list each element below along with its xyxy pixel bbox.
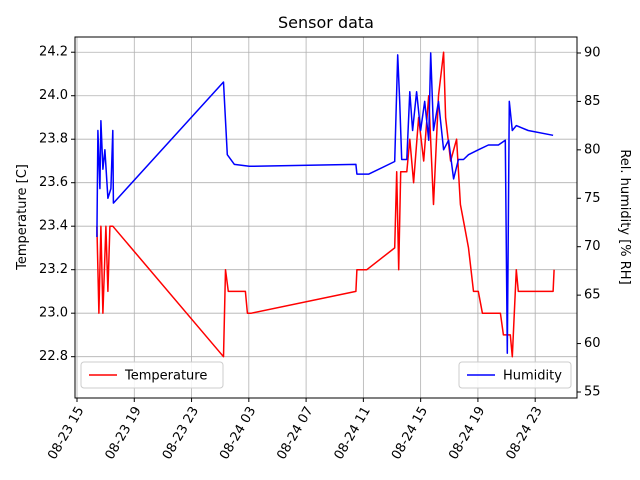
- y2-tick-label: 85: [584, 94, 601, 109]
- legend-label: Temperature: [124, 369, 207, 384]
- legend: Temperature: [80, 361, 224, 389]
- y2-tick-label: 70: [584, 239, 601, 254]
- y2-tick-label: 55: [584, 384, 601, 399]
- x-tick-label: 08-24 19: [446, 404, 488, 462]
- x-tick-label: 08-24 11: [332, 404, 374, 462]
- y-tick-label: 23.4: [39, 219, 68, 234]
- y-tick-label: 24.0: [39, 88, 68, 103]
- y2-tick-label: 80: [584, 142, 601, 157]
- line: [96, 51, 555, 358]
- x-tick-label: 08-24 03: [217, 404, 259, 462]
- x-tick-label: 08-24 15: [389, 404, 431, 462]
- legend-box: [80, 361, 224, 389]
- y-tick-label: 23.8: [39, 132, 68, 147]
- y-axis-label: Temperature [C]: [15, 164, 30, 271]
- legend-box: [458, 361, 572, 389]
- legend: Humidity: [458, 361, 572, 389]
- y-tick-label: 24.2: [39, 45, 68, 60]
- y-tick-label: 23.2: [39, 262, 68, 277]
- y2-tick-label: 75: [584, 191, 601, 206]
- y2-axis-label: Rel. humidity [% RH]: [617, 149, 632, 284]
- y-tick-label: 22.8: [39, 349, 68, 364]
- chart-title: Sensor data: [278, 13, 374, 32]
- x-tick-label: 08-23 23: [160, 404, 202, 462]
- x-tick-label: 08-24 07: [274, 404, 316, 462]
- y2-tick-label: 60: [584, 336, 601, 351]
- x-tick-label: 08-23 19: [103, 404, 145, 462]
- plot-frame: [74, 36, 578, 399]
- x-tick-label: 08-23 15: [45, 404, 87, 462]
- x-tick-label: 08-24 23: [503, 404, 545, 462]
- legend-label: Humidity: [503, 369, 562, 384]
- y-tick-label: 23.0: [39, 306, 68, 321]
- y-tick-label: 23.6: [39, 175, 68, 190]
- line: [96, 52, 554, 355]
- y2-tick-label: 90: [584, 45, 601, 60]
- y2-tick-label: 65: [584, 288, 601, 303]
